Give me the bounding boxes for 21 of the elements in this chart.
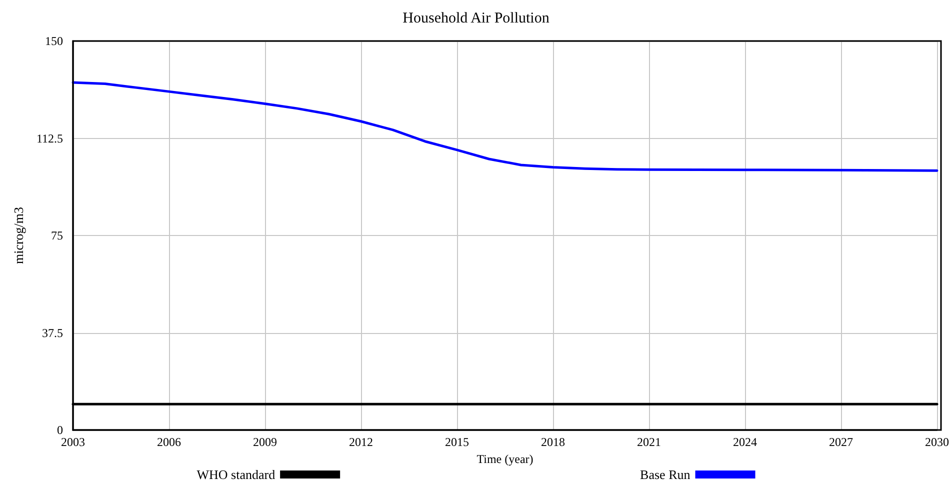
y-tick-label: 0 [57, 423, 63, 437]
x-tick-label: 2009 [253, 435, 277, 449]
x-tick-label: 2021 [637, 435, 661, 449]
line-series [72, 81, 938, 172]
chart-title: Household Air Pollution [402, 10, 550, 26]
legend-label: WHO standard [196, 467, 276, 482]
x-tick-label: 2006 [157, 435, 181, 449]
y-tick-label: 37.5 [42, 326, 63, 340]
x-tick-label: 2024 [733, 435, 757, 449]
y-tick-label: 112.5 [36, 131, 63, 146]
x-tick-label: 2027 [829, 435, 853, 449]
x-tick-label: 2015 [445, 435, 469, 449]
x-tick-label: 2018 [541, 435, 565, 449]
x-tick-label: 2030 [925, 435, 949, 449]
y-tick-label: 75 [51, 228, 63, 242]
y-axis-title: microg/m3 [11, 206, 26, 264]
legend-label: Base Run [640, 467, 691, 482]
x-axis-title: Time (year) [476, 452, 534, 466]
x-tick-label: 2012 [349, 435, 373, 449]
x-tick-label: 2003 [61, 435, 85, 449]
y-tick-label: 150 [45, 34, 63, 48]
